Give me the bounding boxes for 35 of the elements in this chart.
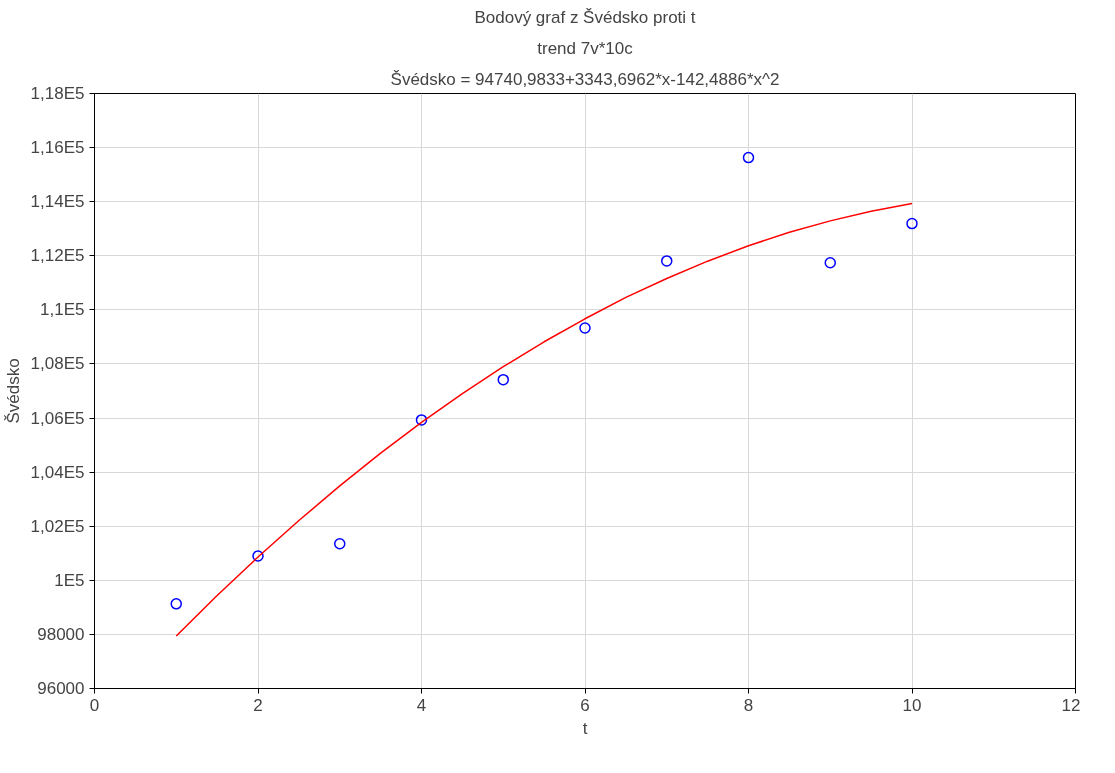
point: [497, 373, 509, 386]
y-tick-label: 1,06E5: [30, 408, 85, 428]
point: [661, 255, 673, 267]
x-tick-label: 4: [416, 695, 427, 715]
point: [742, 151, 755, 164]
y-tick-label: 1E5: [54, 570, 85, 590]
x-axis-title: t: [582, 718, 588, 738]
x-tick-label: 10: [902, 695, 922, 715]
point: [252, 550, 264, 562]
x-tick-label: 2: [253, 695, 263, 715]
text: Švédsko = 94740,9833+3343,6962*x-142,4886*x^2: [390, 69, 780, 89]
point: [170, 598, 182, 610]
point: [415, 414, 428, 426]
chart-title: Bodový graf z Švédsko proti t: [474, 7, 696, 27]
y-tick-label: 1,16E5: [30, 138, 85, 158]
point: [824, 257, 836, 269]
y-tick-label: 1,12E5: [30, 246, 85, 266]
x-tick-label: 6: [580, 695, 590, 715]
y-tick-label: 1,14E5: [30, 192, 85, 212]
chart-subtitle: trend 7v*10c: [537, 38, 634, 58]
y-tick-label: 1,18E5: [30, 84, 85, 103]
y-tick-label: 1,1E5: [40, 300, 85, 320]
line-series: [175, 202, 913, 637]
y-tick-label: 1,08E5: [30, 354, 85, 374]
y-tick-label: 1,02E5: [30, 516, 85, 536]
x-tick-label: 12: [1061, 695, 1081, 715]
y-tick-label: 98000: [37, 624, 85, 644]
x-tick-label: 0: [89, 695, 100, 715]
x-tick-label: 8: [743, 695, 754, 715]
y-tick-label: 96000: [37, 679, 85, 698]
y-tick-label: 1,04E5: [30, 462, 85, 482]
point: [906, 217, 918, 230]
y-axis-title: Švédsko: [3, 358, 23, 424]
point: [579, 322, 591, 334]
point: [334, 538, 346, 550]
